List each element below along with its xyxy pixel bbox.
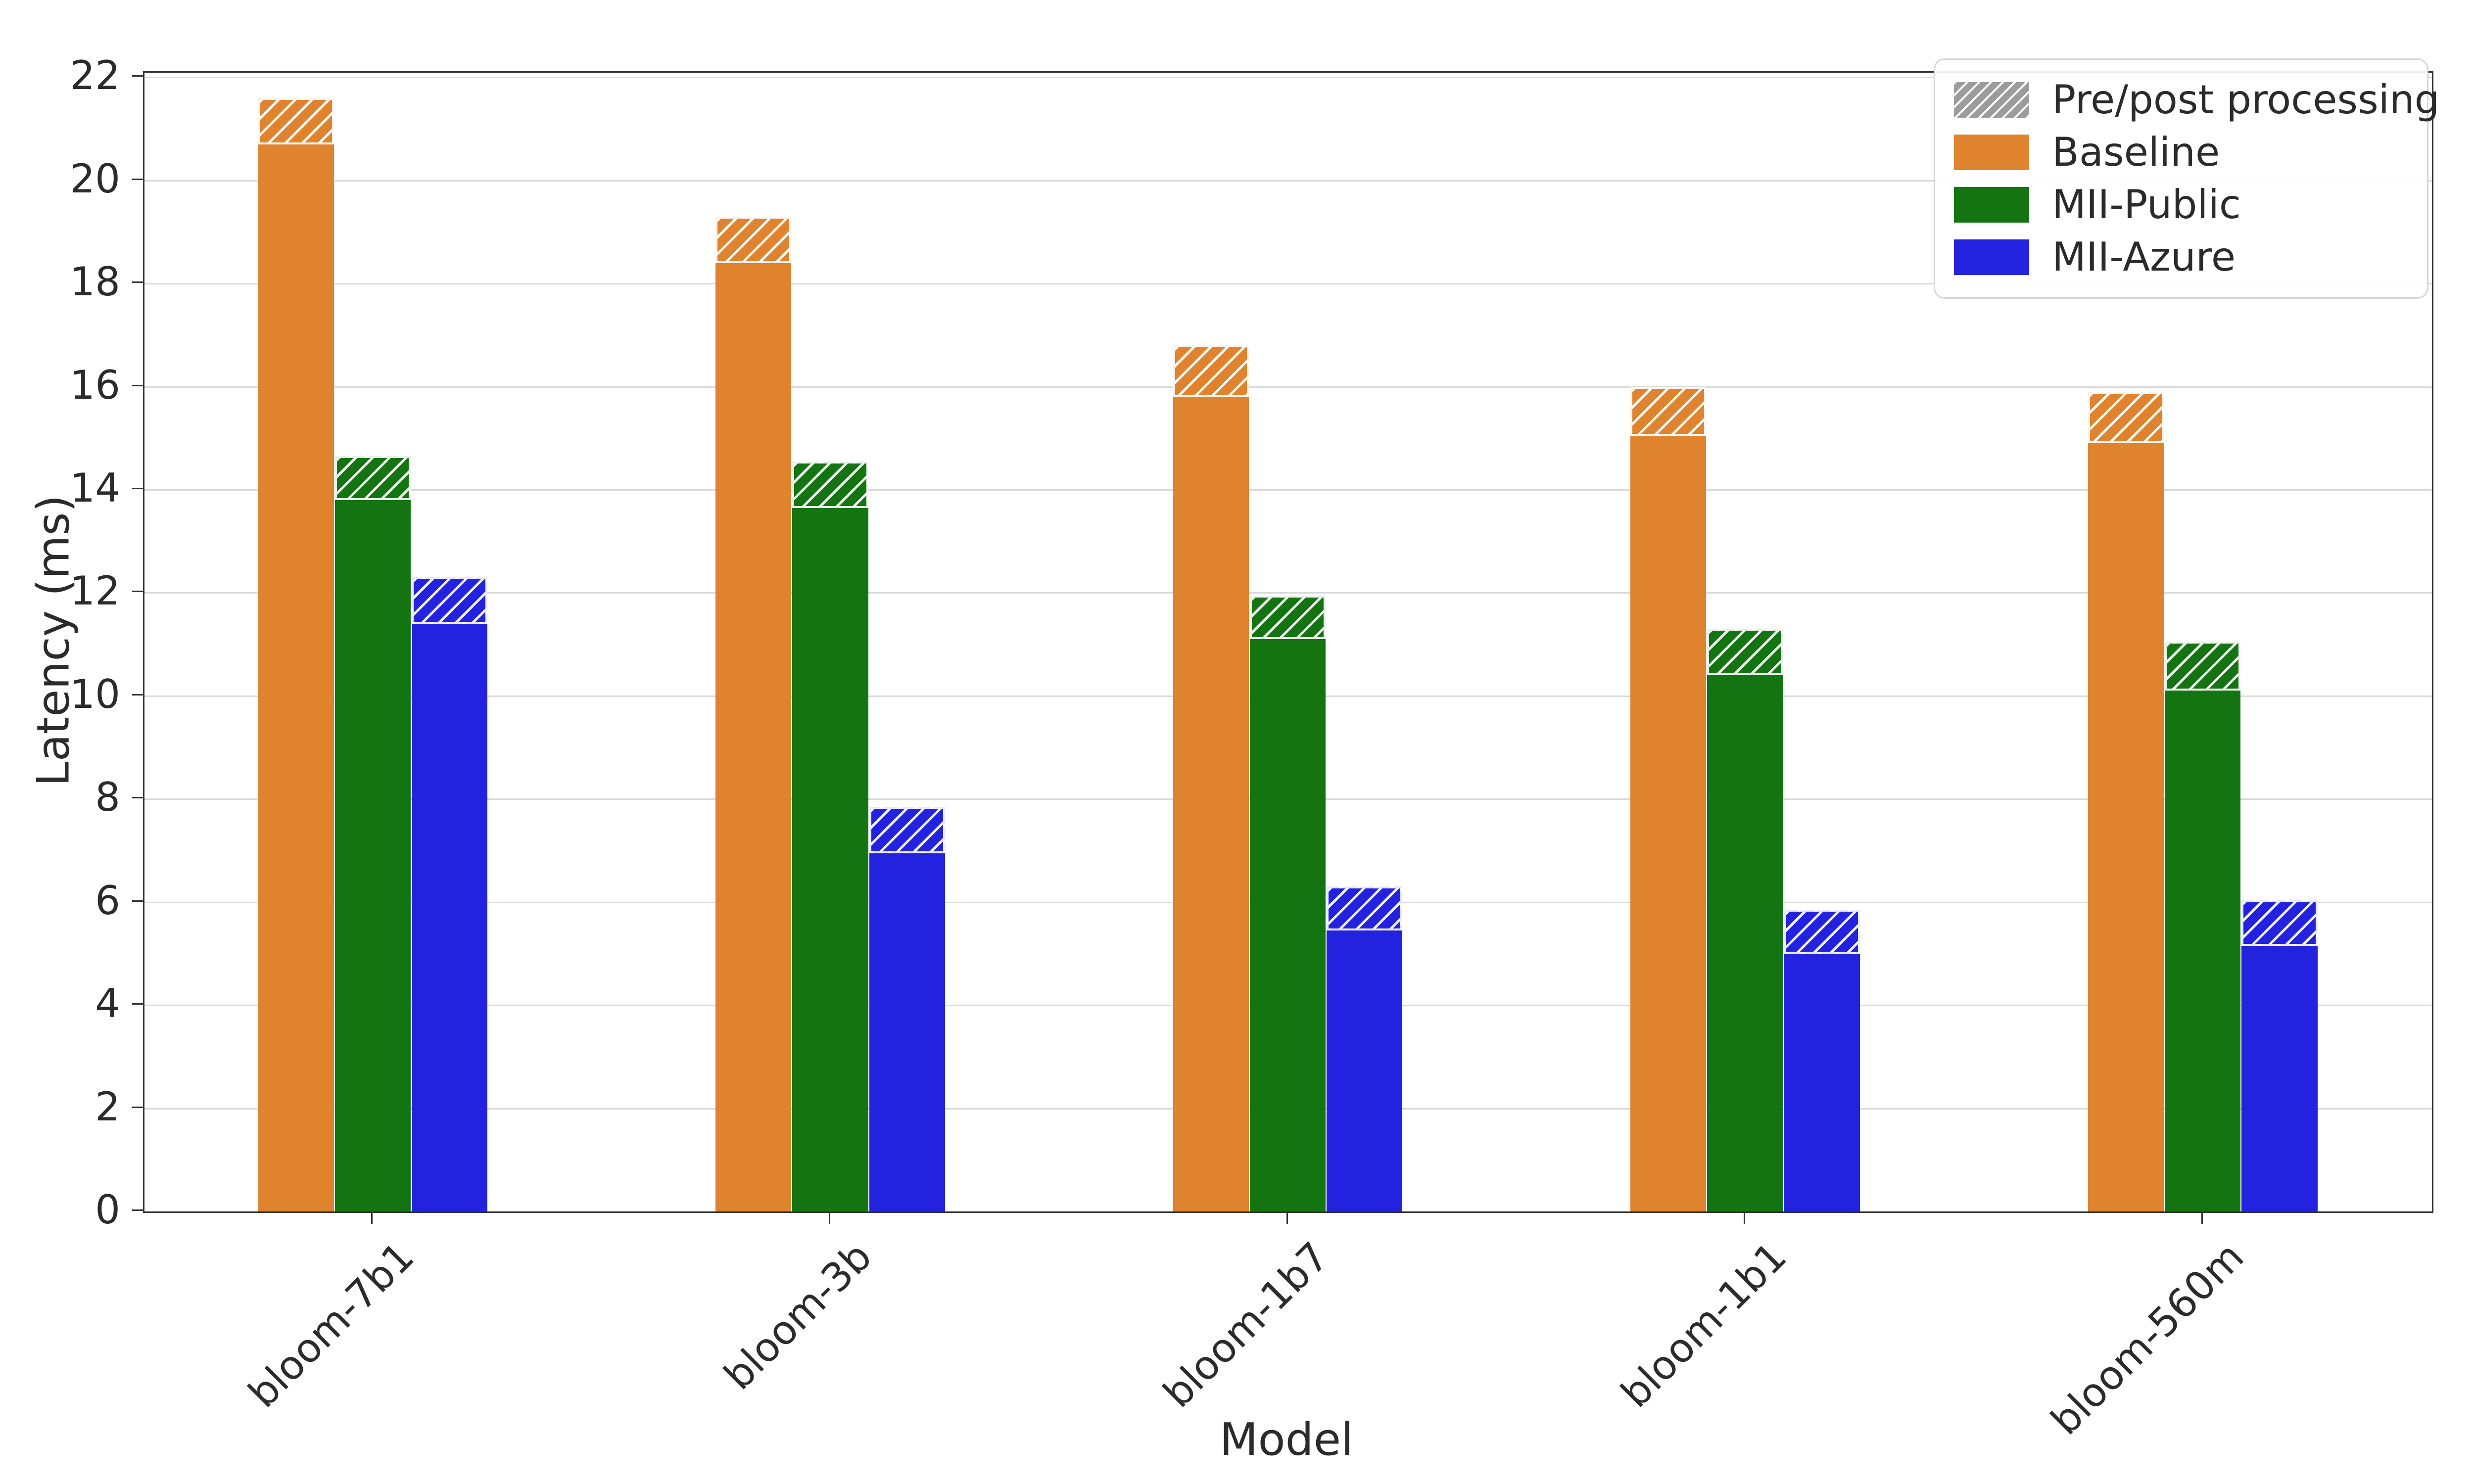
bar-prepost-overlay-mii-azure-bloom-560m [2241,899,2318,946]
x-tick-mark-bloom-560m [2201,1213,2203,1224]
y-tick-label-2: 2 [95,1083,120,1130]
bar-mii-public-bloom-1b7 [1249,639,1326,1211]
legend-label: Pre/post processing [2052,77,2440,123]
bar-baseline-bloom-1b1 [1630,435,1707,1211]
y-tick-mark-22 [132,75,143,77]
y-tick-label-12: 12 [70,568,120,614]
x-tick-mark-bloom-1b7 [1286,1213,1288,1224]
bar-mii-azure-bloom-7b1 [411,624,488,1211]
bar-mii-azure-bloom-1b7 [1327,930,1403,1211]
y-tick-label-22: 22 [70,52,120,99]
bar-mii-public-bloom-3b [792,508,868,1211]
bar-mii-public-bloom-560m [2165,691,2241,1211]
legend-label: MII-Public [2052,182,2241,228]
bar-baseline-bloom-1b7 [1173,397,1249,1211]
y-tick-mark-14 [132,488,143,490]
x-tick-label-text: bloom-1b7 [1154,1233,1338,1417]
bar-prepost-overlay-mii-public-bloom-1b7 [1249,595,1326,640]
x-axis-title: Model [1219,1414,1354,1466]
legend: Pre/post processing Baseline MII-Public … [1934,58,2439,299]
x-tick-label-text: bloom-560m [2042,1233,2253,1444]
y-tick-label-10: 10 [70,671,120,717]
y-tick-mark-6 [132,900,143,902]
x-tick-mark-bloom-7b1 [371,1213,373,1224]
bar-prepost-overlay-mii-azure-bloom-3b [869,806,945,853]
y-tick-label-6: 6 [95,877,120,924]
y-tick-mark-2 [132,1106,143,1108]
bar-baseline-bloom-7b1 [258,144,334,1211]
y-tick-mark-20 [132,178,143,180]
gridline-y-20 [144,180,2432,182]
prepost-hatch-swatch [1954,82,2029,118]
y-tick-label-0: 0 [95,1187,120,1233]
mii-azure-color-swatch [1954,239,2029,275]
bar-prepost-overlay-mii-azure-bloom-1b7 [1327,886,1403,931]
y-tick-mark-10 [132,694,143,696]
bar-mii-azure-bloom-1b1 [1784,953,1860,1211]
y-tick-mark-0 [132,1209,143,1211]
x-tick-label-text: bloom-3b [714,1233,880,1399]
x-tick-mark-bloom-3b [828,1213,830,1224]
mii-public-color-swatch [1954,187,2029,223]
bar-prepost-overlay-baseline-bloom-560m [2088,392,2164,444]
bar-prepost-overlay-mii-public-bloom-1b1 [1707,629,1783,676]
y-tick-label-4: 4 [95,980,120,1027]
bar-baseline-bloom-560m [2088,443,2164,1211]
bar-prepost-overlay-baseline-bloom-1b7 [1173,345,1249,397]
legend-item-mii-public: MII-Public [1954,179,2408,231]
gridline-y-12 [144,592,2432,594]
legend-item-baseline: Baseline [1954,126,2408,179]
y-tick-mark-12 [132,591,143,593]
x-tick-label-text: bloom-1b1 [1612,1233,1796,1417]
gridline-y-16 [144,386,2432,388]
y-tick-mark-4 [132,1003,143,1005]
y-tick-mark-16 [132,384,143,386]
bar-mii-public-bloom-7b1 [334,500,411,1211]
y-axis-title: Latency (ms) [27,495,80,787]
legend-item-mii-azure: MII-Azure [1954,231,2408,283]
legend-item-prepost: Pre/post processing [1954,74,2439,126]
y-tick-label-18: 18 [70,259,120,305]
gridline-y-22 [144,77,2432,79]
gridline-y-18 [144,283,2432,285]
bar-mii-public-bloom-1b1 [1707,675,1783,1211]
y-tick-label-20: 20 [70,155,120,202]
bar-prepost-overlay-baseline-bloom-1b1 [1630,386,1707,436]
x-tick-label-text: bloom-7b1 [239,1233,423,1417]
y-tick-mark-18 [132,281,143,283]
bar-prepost-overlay-mii-azure-bloom-1b1 [1784,910,1860,954]
y-tick-mark-8 [132,797,143,799]
x-tick-mark-bloom-1b1 [1744,1213,1746,1224]
bar-mii-azure-bloom-560m [2241,946,2318,1211]
bar-mii-azure-bloom-3b [869,853,945,1211]
baseline-color-swatch [1954,135,2029,170]
bar-baseline-bloom-3b [715,263,792,1211]
y-tick-label-14: 14 [70,465,120,511]
y-tick-label-8: 8 [95,774,120,821]
bar-prepost-overlay-mii-public-bloom-560m [2165,642,2241,691]
bar-prepost-overlay-baseline-bloom-3b [715,216,792,263]
bar-prepost-overlay-baseline-bloom-7b1 [258,98,334,144]
gridline-y-14 [144,489,2432,491]
bar-prepost-overlay-mii-public-bloom-3b [792,461,868,508]
bar-prepost-overlay-mii-public-bloom-7b1 [334,456,411,500]
legend-label: MII-Azure [2052,234,2236,280]
legend-label: Baseline [2052,129,2220,175]
y-tick-label-16: 16 [70,362,120,408]
bar-prepost-overlay-mii-azure-bloom-7b1 [411,577,488,624]
